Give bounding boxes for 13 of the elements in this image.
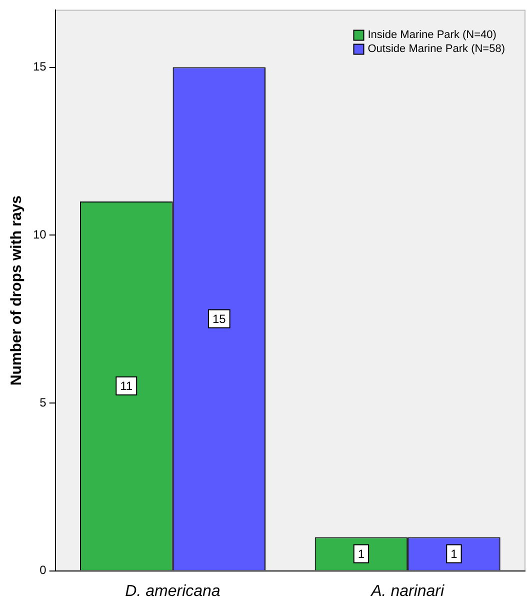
y-tick-label: 15	[32, 60, 47, 74]
data-label: 15	[212, 312, 226, 326]
data-label: 11	[120, 379, 133, 394]
y-axis-title: Number of drops with rays	[8, 195, 26, 386]
data-label: 1	[450, 547, 458, 562]
y-tick-label: 0	[40, 563, 47, 578]
y-tick-label: 5	[40, 395, 47, 410]
x-tick-label: A. narinari	[370, 582, 444, 600]
data-label: 1	[358, 547, 365, 562]
y-tick-label: 10	[32, 227, 47, 242]
legend-label: Outside Marine Park (N=58)	[368, 43, 505, 56]
legend-label: Inside Marine Park (N=40)	[368, 29, 496, 42]
x-tick-label: D. americana	[125, 582, 220, 600]
